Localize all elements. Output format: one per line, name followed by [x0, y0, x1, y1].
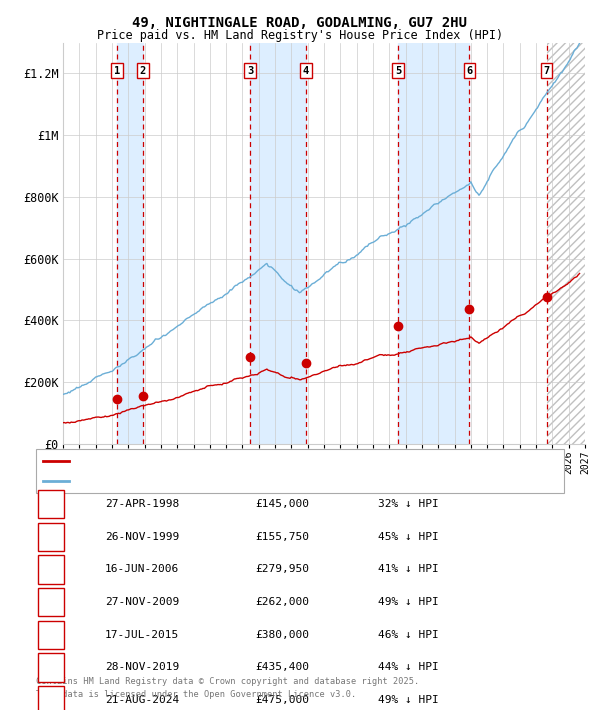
- Text: 41% ↓ HPI: 41% ↓ HPI: [378, 564, 439, 574]
- Text: 3: 3: [247, 66, 253, 76]
- Text: 49% ↓ HPI: 49% ↓ HPI: [378, 597, 439, 607]
- Text: 7: 7: [544, 66, 550, 76]
- Text: £475,000: £475,000: [255, 695, 309, 705]
- Text: £380,000: £380,000: [255, 630, 309, 640]
- Text: 46% ↓ HPI: 46% ↓ HPI: [378, 630, 439, 640]
- Bar: [117, 43, 143, 444]
- Text: 3: 3: [47, 564, 55, 574]
- Text: £145,000: £145,000: [255, 499, 309, 509]
- Text: £155,750: £155,750: [255, 532, 309, 542]
- Text: 17-JUL-2015: 17-JUL-2015: [105, 630, 179, 640]
- Text: 5: 5: [395, 66, 401, 76]
- Text: 1: 1: [47, 499, 55, 509]
- Text: HPI: Average price, detached house, Waverley: HPI: Average price, detached house, Wave…: [73, 476, 332, 486]
- Text: 26-NOV-1999: 26-NOV-1999: [105, 532, 179, 542]
- Text: 4: 4: [303, 66, 309, 76]
- Text: 28-NOV-2019: 28-NOV-2019: [105, 662, 179, 672]
- Bar: [547, 43, 585, 444]
- Bar: [547, 43, 585, 444]
- Bar: [250, 43, 306, 444]
- Text: 1: 1: [114, 66, 120, 76]
- Text: 49, NIGHTINGALE ROAD, GODALMING, GU7 2HU: 49, NIGHTINGALE ROAD, GODALMING, GU7 2HU: [133, 16, 467, 30]
- Bar: [398, 43, 469, 444]
- Text: 6: 6: [47, 662, 55, 672]
- Text: 49% ↓ HPI: 49% ↓ HPI: [378, 695, 439, 705]
- Text: 6: 6: [466, 66, 472, 76]
- Text: 5: 5: [47, 630, 55, 640]
- Text: 21-AUG-2024: 21-AUG-2024: [105, 695, 179, 705]
- Text: 49, NIGHTINGALE ROAD, GODALMING, GU7 2HU (detached house): 49, NIGHTINGALE ROAD, GODALMING, GU7 2HU…: [73, 456, 408, 466]
- Text: 7: 7: [47, 695, 55, 705]
- Text: £435,400: £435,400: [255, 662, 309, 672]
- Text: 32% ↓ HPI: 32% ↓ HPI: [378, 499, 439, 509]
- Text: Contains HM Land Registry data © Crown copyright and database right 2025.: Contains HM Land Registry data © Crown c…: [36, 677, 419, 686]
- Text: 27-NOV-2009: 27-NOV-2009: [105, 597, 179, 607]
- Text: 44% ↓ HPI: 44% ↓ HPI: [378, 662, 439, 672]
- Text: 4: 4: [47, 597, 55, 607]
- Text: 2: 2: [140, 66, 146, 76]
- Text: Price paid vs. HM Land Registry's House Price Index (HPI): Price paid vs. HM Land Registry's House …: [97, 29, 503, 42]
- Text: 2: 2: [47, 532, 55, 542]
- Text: This data is licensed under the Open Government Licence v3.0.: This data is licensed under the Open Gov…: [36, 689, 356, 699]
- Text: 16-JUN-2006: 16-JUN-2006: [105, 564, 179, 574]
- Text: 27-APR-1998: 27-APR-1998: [105, 499, 179, 509]
- Text: 45% ↓ HPI: 45% ↓ HPI: [378, 532, 439, 542]
- Text: £279,950: £279,950: [255, 564, 309, 574]
- Text: £262,000: £262,000: [255, 597, 309, 607]
